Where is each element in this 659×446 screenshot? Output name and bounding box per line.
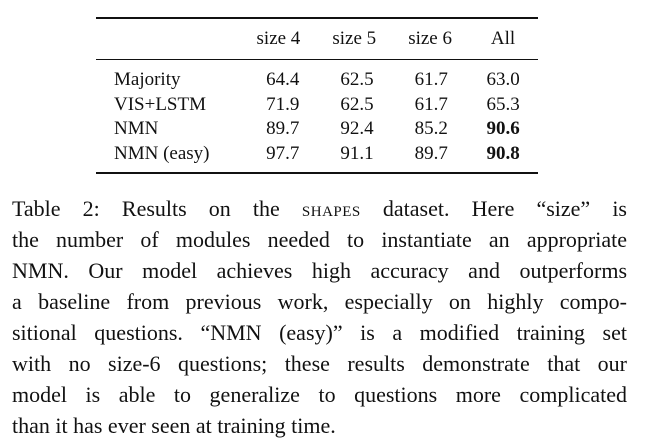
cell-value-best: 90.6: [486, 118, 520, 140]
cell-value: 92.4: [340, 118, 374, 140]
table-caption: Table 2: Results on the shapes dataset. …: [12, 193, 627, 441]
row-label: NMN (easy): [114, 142, 210, 164]
table-row: VIS+LSTM 71.9 62.5 61.7 65.3: [96, 93, 538, 118]
caption-line: a baseline from previous work, especiall…: [12, 289, 627, 314]
caption-line: Table 2: Results on the shapes dataset. …: [12, 193, 627, 224]
cell-value: 62.5: [340, 93, 374, 115]
table-row: NMN (easy) 97.7 91.1 89.7 90.8: [96, 142, 538, 167]
table-mid-rule: [96, 59, 538, 60]
table-grid: size 4 size 5 size 6 All: [96, 19, 538, 59]
cell-value: 62.5: [340, 69, 374, 91]
cell-value: 89.7: [414, 142, 448, 164]
table-bottom-rule: [96, 172, 538, 174]
table-row: Majority 64.4 62.5 61.7 63.0: [96, 68, 538, 93]
cell-value: 61.7: [414, 69, 448, 91]
table-top-rule: [96, 17, 538, 19]
row-label: Majority: [114, 69, 181, 91]
row-label: VIS+LSTM: [114, 93, 207, 115]
caption-text: Table 2: Results on the: [12, 196, 302, 221]
header-size-4: size 4: [256, 28, 301, 49]
caption-text: dataset. Here “size” is: [360, 196, 627, 221]
table-row: NMN 89.7 92.4 85.2 90.6: [96, 117, 538, 142]
cell-value: 71.9: [266, 93, 300, 115]
caption-line: the number of modules needed to instanti…: [12, 227, 627, 252]
caption-line: model is able to generalize to questions…: [12, 382, 627, 407]
cell-value: 97.7: [266, 142, 300, 164]
dataset-name: shapes: [301, 196, 361, 221]
cell-value: 65.3: [486, 93, 520, 115]
cell-value: 85.2: [414, 118, 448, 140]
table-header-row: size 4 size 5 size 6 All: [96, 19, 538, 59]
header-blank: [96, 19, 241, 59]
caption-line: NMN. Our model achieves high accuracy an…: [12, 258, 627, 283]
cell-value: 64.4: [266, 69, 300, 91]
header-all: All: [490, 28, 516, 49]
cell-value: 61.7: [414, 93, 448, 115]
header-size-5: size 5: [332, 28, 377, 49]
cell-value-best: 90.8: [486, 142, 520, 164]
cell-value: 63.0: [486, 69, 520, 91]
cell-value: 89.7: [266, 118, 300, 140]
results-table: size 4 size 5 size 6 All Majority 64.4 6…: [96, 17, 538, 174]
caption-line: sitional questions. “NMN (easy)” is a mo…: [12, 320, 627, 345]
header-size-6: size 6: [408, 28, 452, 49]
row-label: NMN: [114, 118, 159, 140]
caption-line: with no size-6 questions; these results …: [12, 351, 627, 376]
cell-value: 91.1: [340, 142, 374, 164]
caption-line: than it has ever seen at training time.: [12, 413, 336, 438]
